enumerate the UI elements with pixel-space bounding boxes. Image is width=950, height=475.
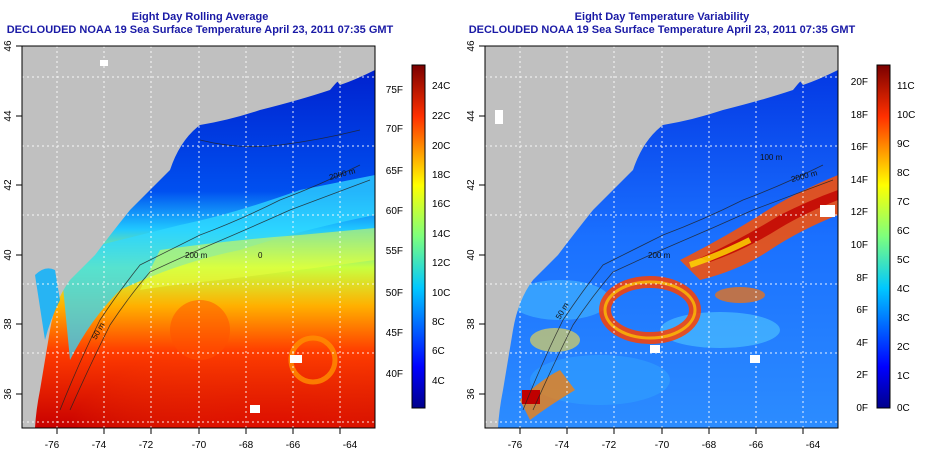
right-x-tick: -74: [555, 440, 570, 451]
left-cbar-c: 24C: [432, 81, 450, 92]
right-cbar-c: 7C: [897, 197, 910, 208]
right-y-tick: 44: [466, 110, 477, 122]
left-y-tick: 38: [3, 318, 14, 330]
left-cbar-c: 20C: [432, 141, 450, 152]
left-y-tick: 42: [3, 179, 14, 191]
left-map: [22, 46, 375, 428]
left-cbar-c: 18C: [432, 170, 450, 181]
left-x-tick: -68: [239, 440, 254, 451]
left-cbar-f: 60F: [386, 206, 403, 217]
right-cbar-f: 16F: [851, 142, 868, 153]
left-cbar-f: 40F: [386, 369, 403, 380]
right-y-tick: 46: [466, 40, 477, 52]
left-title-line1: Eight Day Rolling Average: [131, 11, 269, 23]
right-cbar-f: 10F: [851, 240, 868, 251]
right-y-tick: 42: [466, 179, 477, 191]
right-x-tick: -70: [655, 440, 670, 451]
right-cbar-f: 8F: [856, 273, 868, 284]
right-cbar-c: 1C: [897, 371, 910, 382]
right-x-tick: -66: [749, 440, 764, 451]
right-cbar-f: 2F: [856, 370, 868, 381]
left-cbar-f: 75F: [386, 85, 403, 96]
right-cbar-f: 12F: [851, 207, 868, 218]
right-colorbar: 20F 18F 16F 14F 12F 10F 8F 6F 4F 2F 0F 1…: [851, 64, 915, 414]
left-cbar-c: 16C: [432, 199, 450, 210]
left-contour-200m: 200 m: [185, 251, 208, 260]
left-x-axis: -76 -74 -72 -70 -68 -66 -64: [45, 428, 358, 451]
left-cbar-f: 50F: [386, 288, 403, 299]
right-cbar-f: 4F: [856, 338, 868, 349]
right-cbar-c: 4C: [897, 284, 910, 295]
right-contour-100m: 100 m: [760, 153, 783, 162]
right-title: Eight Day Temperature Variability DECLOU…: [462, 11, 862, 37]
left-y-tick: 44: [3, 110, 14, 122]
right-title-line2: DECLOUDED NOAA 19 Sea Surface Temperatur…: [468, 24, 856, 36]
left-cbar-c: 14C: [432, 229, 450, 240]
left-cbar-f: 70F: [386, 124, 403, 135]
right-cbar-f: 0F: [856, 403, 868, 414]
left-cbar-c: 6C: [432, 346, 445, 357]
left-y-tick: 40: [3, 249, 14, 261]
left-colorbar: 75F 70F 65F 60F 55F 50F 45F 40F 24C 22C …: [386, 64, 450, 409]
left-cbar-f: 45F: [386, 328, 403, 339]
left-x-tick: -72: [139, 440, 154, 451]
right-cbar-c: 10C: [897, 110, 915, 121]
right-y-tick: 36: [466, 388, 477, 400]
right-landmass: [485, 46, 838, 428]
right-cbar-c: 11C: [897, 81, 915, 92]
right-x-tick: -76: [508, 440, 523, 451]
left-y-tick: 36: [3, 388, 14, 400]
left-cbar-f: 65F: [386, 166, 403, 177]
left-y-axis: 46 44 42 40 38 36: [3, 40, 22, 400]
right-x-axis: -76 -74 -72 -70 -68 -66 -64: [508, 428, 821, 451]
right-cbar-c: 5C: [897, 255, 910, 266]
right-cbar-f: 6F: [856, 305, 868, 316]
left-contour-0: 0: [258, 251, 263, 260]
left-x-tick: -74: [92, 440, 107, 451]
left-cbar-c: 8C: [432, 317, 445, 328]
left-cbar-c: 10C: [432, 288, 450, 299]
left-landmass: [22, 46, 375, 428]
left-x-tick: -76: [45, 440, 60, 451]
left-title-line2: DECLOUDED NOAA 19 Sea Surface Temperatur…: [6, 24, 394, 36]
left-cbar-c: 12C: [432, 258, 450, 269]
right-cbar-c: 8C: [897, 168, 910, 179]
left-cbar-f: 55F: [386, 246, 403, 257]
left-title: Eight Day Rolling Average DECLOUDED NOAA…: [0, 11, 400, 37]
right-y-axis: 46 44 42 40 38 36: [466, 40, 485, 400]
right-y-tick: 40: [466, 249, 477, 261]
right-x-tick: -68: [702, 440, 717, 451]
right-x-tick: -72: [602, 440, 617, 451]
right-map: [485, 46, 838, 428]
left-y-tick: 46: [3, 40, 14, 52]
right-cbar-c: 9C: [897, 139, 910, 150]
right-contour-200m: 200 m: [648, 251, 671, 260]
right-y-tick: 38: [466, 318, 477, 330]
right-cbar-c: 6C: [897, 226, 910, 237]
right-cbar-c: 2C: [897, 342, 910, 353]
left-x-tick: -70: [192, 440, 207, 451]
right-cbar-f: 20F: [851, 77, 868, 88]
left-x-tick: -64: [343, 440, 358, 451]
right-cbar-c: 3C: [897, 313, 910, 324]
right-cbar-c: 0C: [897, 403, 910, 414]
right-cbar-f: 14F: [851, 175, 868, 186]
right-x-tick: -64: [806, 440, 821, 451]
right-title-line1: Eight Day Temperature Variability: [574, 11, 750, 23]
left-x-tick: -66: [286, 440, 301, 451]
left-cbar-c: 22C: [432, 111, 450, 122]
right-cbar-f: 18F: [851, 110, 868, 121]
left-cbar-c: 4C: [432, 376, 445, 387]
